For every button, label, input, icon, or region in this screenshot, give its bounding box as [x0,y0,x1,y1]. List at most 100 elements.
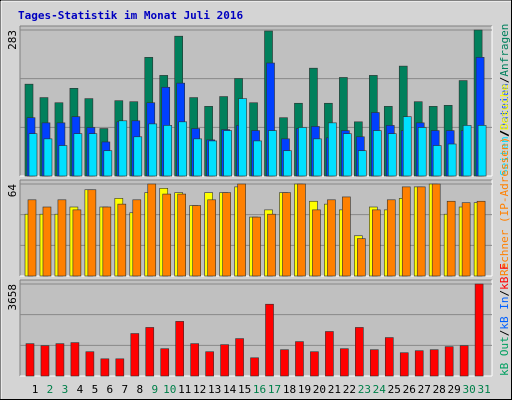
bar [40,345,50,377]
bar [133,136,143,177]
bar [192,205,201,277]
bar [57,199,67,277]
legend-separator: / [498,130,511,137]
x-tick-label: 25 [388,383,401,396]
bar [237,183,246,277]
legend-separator: / [498,290,511,297]
bar [342,196,351,277]
x-tick-label: 8 [136,383,143,396]
x-tick-label: 6 [107,383,114,396]
bar [190,343,199,377]
bar [43,138,53,177]
x-tick-label: 26 [403,383,416,396]
bar [118,120,128,177]
bar [325,331,334,377]
bar [399,352,409,377]
bar [343,133,352,177]
bar [147,183,157,277]
bar [416,186,426,277]
bar [298,127,307,177]
bar [205,351,214,377]
x-tick-label: 31 [477,383,490,396]
x-tick-label: 14 [223,383,237,396]
bar [148,123,158,177]
x-tick-label: 7 [122,383,129,396]
bar [208,140,217,177]
bar [27,199,37,277]
bar [328,122,337,177]
x-tick-label: 16 [253,383,266,396]
y-tick-label: 64 [6,184,19,198]
x-tick-label: 13 [208,383,221,396]
bar [358,150,367,177]
legend: kB Out/kB In/kB F [498,263,511,376]
legend-entry: Dateien [498,83,511,129]
legend-entry: Anfragen [498,24,511,77]
bar [117,203,127,277]
bar [386,199,396,277]
bar [220,344,229,377]
bar [103,150,113,177]
bar [222,192,231,277]
bar [474,283,484,377]
bar [372,209,381,277]
bar [177,193,186,277]
x-tick-label: 1 [32,383,39,396]
legend-separator: / [498,77,511,84]
bar [313,138,322,177]
x-tick-label: 15 [238,383,251,396]
x-tick-label: 12 [193,383,206,396]
bar [432,145,442,177]
bar [238,98,247,177]
bar [312,209,321,277]
bar [58,145,68,177]
legend: Seiten/Dateien/Anfragen [498,24,511,176]
bar [88,133,98,177]
bar [85,351,95,377]
bar [417,127,427,177]
bar [160,348,170,377]
bar [431,183,441,277]
bar [28,133,38,177]
bar [384,337,394,377]
bar [70,342,80,377]
legend-entry: kB In [498,297,511,330]
bar [444,346,454,377]
legend-entry: kB F [498,263,511,290]
bar [476,200,486,277]
bar [268,130,277,177]
title: Tages-Statistik im Monat Juli 2016 [18,9,244,22]
bar [327,199,336,277]
bar [115,358,125,377]
x-tick-label: 24 [373,383,387,396]
bar [223,130,232,177]
legend-entry: Rechner (IP-Adressen) [498,137,511,276]
bar [355,327,364,377]
bar [87,189,97,277]
bar [55,343,65,377]
bar [250,357,259,377]
bar [175,321,184,377]
bar [387,133,397,177]
legend-entry: Seiten [498,136,511,176]
x-tick-label: 17 [268,383,281,396]
x-tick-label: 20 [313,383,326,396]
bar [295,341,304,377]
bar [462,125,472,177]
bar [414,350,424,377]
bar [402,116,412,177]
x-tick-label: 19 [298,383,311,396]
bar [235,338,244,377]
legend-separator: / [498,330,511,337]
bar [267,213,276,277]
x-tick-label: 18 [283,383,296,396]
x-tick-label: 30 [463,383,476,396]
bar [102,206,112,277]
bar [265,303,274,377]
bar [42,206,52,277]
bar [297,183,306,277]
bar [461,202,471,277]
x-tick-label: 23 [358,383,371,396]
bar [207,199,216,277]
